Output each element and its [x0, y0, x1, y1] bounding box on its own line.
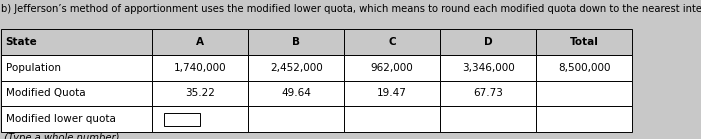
- Text: 1,740,000: 1,740,000: [174, 63, 226, 73]
- Text: 35.22: 35.22: [185, 89, 215, 98]
- Bar: [152, 29, 248, 55]
- Bar: [344, 29, 440, 55]
- Text: 962,000: 962,000: [371, 63, 414, 73]
- Bar: [440, 81, 536, 106]
- Text: 8,500,000: 8,500,000: [558, 63, 611, 73]
- Bar: [152, 106, 248, 132]
- Bar: [152, 81, 248, 106]
- Text: Modified Quota: Modified Quota: [6, 89, 86, 98]
- Bar: [344, 81, 440, 106]
- Text: Total: Total: [570, 37, 599, 47]
- Text: C: C: [388, 37, 396, 47]
- Bar: [440, 55, 536, 81]
- Text: 3,346,000: 3,346,000: [462, 63, 515, 73]
- Bar: [152, 55, 248, 81]
- Bar: [344, 55, 440, 81]
- Bar: [344, 106, 440, 132]
- Bar: [163, 112, 200, 126]
- Bar: [536, 55, 632, 81]
- Bar: [1, 55, 152, 81]
- Text: State: State: [6, 37, 37, 47]
- Text: 49.64: 49.64: [281, 89, 311, 98]
- Bar: [536, 106, 632, 132]
- Bar: [248, 55, 344, 81]
- Text: A: A: [196, 37, 204, 47]
- Bar: [440, 106, 536, 132]
- Bar: [1, 81, 152, 106]
- Text: D: D: [484, 37, 493, 47]
- Text: B: B: [292, 37, 300, 47]
- Bar: [536, 29, 632, 55]
- Text: 2,452,000: 2,452,000: [270, 63, 322, 73]
- Bar: [536, 81, 632, 106]
- Bar: [248, 106, 344, 132]
- Text: (Type a whole number): (Type a whole number): [4, 133, 119, 139]
- Text: 19.47: 19.47: [377, 89, 407, 98]
- Text: Modified lower quota: Modified lower quota: [6, 114, 116, 124]
- Text: 67.73: 67.73: [473, 89, 503, 98]
- Bar: [1, 106, 152, 132]
- Bar: [1, 29, 152, 55]
- Text: Population: Population: [6, 63, 60, 73]
- Bar: [248, 29, 344, 55]
- Bar: [248, 81, 344, 106]
- Text: b) Jefferson’s method of apportionment uses the modified lower quota, which mean: b) Jefferson’s method of apportionment u…: [1, 4, 701, 14]
- Bar: [440, 29, 536, 55]
